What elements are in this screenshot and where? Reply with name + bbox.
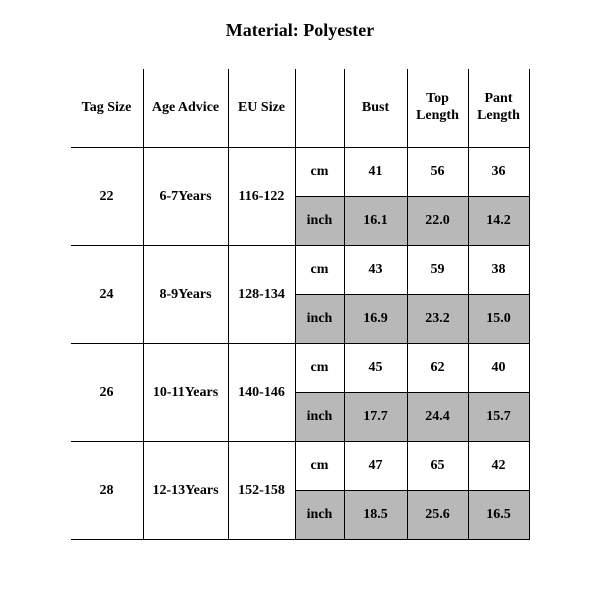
size-table: Tag Size Age Advice EU Size Bust Top Len… [71,69,530,540]
col-top-length: Top Length [407,69,468,148]
cell-unit-inch: inch [295,197,344,246]
cell-top-cm: 65 [407,442,468,491]
cell-tag: 24 [71,246,144,344]
table-header-row: Tag Size Age Advice EU Size Bust Top Len… [71,69,530,148]
cell-bust-inch: 18.5 [344,491,407,540]
col-pant-length: Pant Length [468,69,529,148]
cell-age: 8-9Years [143,246,228,344]
cell-pant-cm: 36 [468,148,529,197]
table-row: 28 12-13Years 152-158 cm 47 65 42 [71,442,530,491]
col-age-advice: Age Advice [143,69,228,148]
cell-pant-cm: 42 [468,442,529,491]
col-eu-size: EU Size [228,69,295,148]
cell-top-cm: 56 [407,148,468,197]
cell-bust-inch: 16.9 [344,295,407,344]
cell-unit-cm: cm [295,344,344,393]
cell-age: 6-7Years [143,148,228,246]
cell-tag: 22 [71,148,144,246]
cell-top-inch: 25.6 [407,491,468,540]
cell-pant-cm: 38 [468,246,529,295]
cell-unit-inch: inch [295,491,344,540]
cell-unit-cm: cm [295,442,344,491]
cell-bust-inch: 16.1 [344,197,407,246]
col-unit [295,69,344,148]
cell-eu: 140-146 [228,344,295,442]
cell-tag: 26 [71,344,144,442]
cell-bust-inch: 17.7 [344,393,407,442]
cell-pant-inch: 15.0 [468,295,529,344]
cell-pant-cm: 40 [468,344,529,393]
cell-pant-inch: 15.7 [468,393,529,442]
cell-eu: 152-158 [228,442,295,540]
cell-eu: 116-122 [228,148,295,246]
cell-unit-inch: inch [295,295,344,344]
page-title: Material: Polyester [0,20,600,41]
table-row: 24 8-9Years 128-134 cm 43 59 38 [71,246,530,295]
cell-bust-cm: 43 [344,246,407,295]
col-bust: Bust [344,69,407,148]
cell-top-cm: 62 [407,344,468,393]
cell-top-inch: 23.2 [407,295,468,344]
table-row: 22 6-7Years 116-122 cm 41 56 36 [71,148,530,197]
table-row: 26 10-11Years 140-146 cm 45 62 40 [71,344,530,393]
cell-eu: 128-134 [228,246,295,344]
col-tag-size: Tag Size [71,69,144,148]
cell-unit-cm: cm [295,246,344,295]
cell-pant-inch: 14.2 [468,197,529,246]
cell-age: 12-13Years [143,442,228,540]
cell-age: 10-11Years [143,344,228,442]
page: Material: Polyester Tag Size Age Advice … [0,0,600,600]
cell-top-cm: 59 [407,246,468,295]
cell-pant-inch: 16.5 [468,491,529,540]
cell-top-inch: 24.4 [407,393,468,442]
cell-unit-cm: cm [295,148,344,197]
cell-unit-inch: inch [295,393,344,442]
cell-bust-cm: 47 [344,442,407,491]
cell-top-inch: 22.0 [407,197,468,246]
cell-bust-cm: 41 [344,148,407,197]
cell-tag: 28 [71,442,144,540]
cell-bust-cm: 45 [344,344,407,393]
